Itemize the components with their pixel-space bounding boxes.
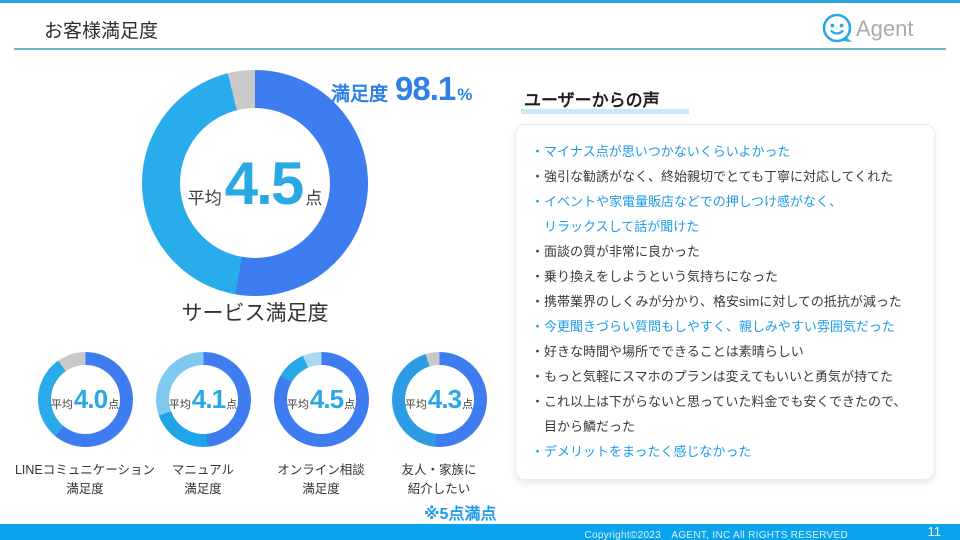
- voices-heading: ユーザーからの声: [524, 91, 660, 110]
- small-chart-label: マニュアル 満足度: [171, 463, 235, 497]
- voice-item: ・好きな時間や場所でできることは素晴らしい: [531, 344, 804, 359]
- small-donut-center-text: 平均 4.3 点: [405, 384, 473, 415]
- voices-list: ・マイナス点が思いつかないくらいよかった・強引な勧誘がなく、終始親切でとても丁寧…: [531, 139, 919, 464]
- main-donut-center-text: 平均 4.5 点: [188, 149, 322, 218]
- voice-item: ・乗り換えをしようという気持ちになった: [531, 269, 779, 284]
- avg-value: 4.5: [309, 384, 344, 414]
- avg-unit: 点: [305, 188, 323, 208]
- header-rule: [14, 48, 946, 50]
- main-donut-hole: 平均 4.5 点: [180, 108, 330, 258]
- avg-value: 4.5: [224, 149, 304, 217]
- avg-unit: 点: [226, 399, 238, 411]
- callout-value: 98.1: [395, 70, 456, 107]
- small-donut-center-text: 平均 4.1 点: [169, 384, 237, 415]
- main-donut-chart: 平均 4.5 点: [142, 70, 368, 296]
- voices-card: ・マイナス点が思いつかないくらいよかった・強引な勧誘がなく、終始親切でとても丁寧…: [515, 124, 935, 480]
- small-donut-hole: 平均 4.0 点: [50, 365, 120, 434]
- voice-item: ・これ以上は下がらないと思っていた料金でも安くできたので、 目から鱗だった: [531, 394, 907, 434]
- satisfaction-callout: 満足度 98.1 %: [331, 70, 472, 108]
- small-donut: 平均 4.1 点: [155, 352, 251, 447]
- voice-item: ・面談の質が非常に良かった: [531, 244, 701, 259]
- footer-bar: Copyright©2023 AGENT, INC All RIGHTS RES…: [0, 524, 960, 540]
- voice-item: ・デメリットをまったく感じなかった: [531, 444, 752, 459]
- avg-prefix: 平均: [50, 399, 73, 411]
- small-donut-center-text: 平均 4.5 点: [287, 384, 355, 415]
- small-donut-hole: 平均 4.1 点: [168, 365, 238, 434]
- avg-prefix: 平均: [286, 399, 309, 411]
- avg-prefix: 平均: [187, 188, 222, 208]
- small-chart: 平均 4.0 点 LINEコミュニケーション 満足度: [15, 352, 155, 500]
- logo-text: Agent: [856, 16, 914, 41]
- small-donut: 平均 4.3 点: [391, 352, 487, 447]
- voice-item: ・マイナス点が思いつかないくらいよかった: [531, 144, 791, 159]
- avg-unit: 点: [108, 399, 120, 411]
- speech-bubble-smiley-icon: [822, 13, 852, 43]
- avg-prefix: 平均: [404, 399, 427, 411]
- small-charts-row: 平均 4.0 点 LINEコミュニケーション 満足度 平均 4.1 点 マニュア…: [15, 352, 506, 500]
- voice-item: ・今更聞きづらい質問もしやすく、親しみやすい雰囲気だった: [531, 319, 895, 334]
- page-title: お客様満足度: [44, 21, 159, 42]
- score-scale-note: ※5点満点: [424, 506, 497, 523]
- voice-item: ・もっと気軽にスマホのプランは変えてもいいと勇気が持てた: [531, 369, 894, 384]
- avg-value: 4.0: [73, 384, 108, 414]
- top-accent-line: [0, 0, 960, 3]
- callout-percent-sign: %: [457, 85, 473, 104]
- small-chart: 平均 4.5 点 オンライン相談 満足度: [262, 352, 380, 500]
- small-donut: 平均 4.5 点: [273, 352, 369, 447]
- small-donut-center-text: 平均 4.0 点: [51, 384, 119, 415]
- voices-heading-underline: [521, 109, 689, 114]
- small-chart: 平均 4.1 点 マニュアル 満足度: [144, 352, 262, 500]
- agent-logo: Agent: [822, 13, 914, 43]
- main-chart-caption: サービス満足度: [181, 302, 329, 325]
- avg-value: 4.1: [191, 384, 226, 414]
- voice-item: ・携帯業界のしくみが分かり、格安simに対しての抵抗が減った: [531, 294, 902, 309]
- voice-item: ・イベントや家電量販店などでの押しつけ感がなく、 リラックスして話が聞けた: [531, 194, 842, 234]
- footer-page-number: 11: [927, 524, 942, 539]
- small-donut-hole: 平均 4.5 点: [286, 365, 356, 434]
- avg-value: 4.3: [427, 384, 462, 414]
- callout-label: 満足度: [331, 84, 389, 105]
- small-chart-label: LINEコミュニケーション 満足度: [14, 463, 156, 497]
- avg-unit: 点: [344, 399, 356, 411]
- small-donut-hole: 平均 4.3 点: [404, 365, 474, 434]
- voice-item: ・強引な勧誘がなく、終始親切でとても丁寧に対応してくれた: [531, 169, 894, 184]
- footer-copyright: Copyright©2023 AGENT, INC All RIGHTS RES…: [584, 530, 848, 540]
- small-chart: 平均 4.3 点 友人・家族に 紹介したい: [380, 352, 498, 500]
- small-donut: 平均 4.0 点: [37, 352, 133, 447]
- small-chart-label: オンライン相談 満足度: [277, 463, 365, 497]
- avg-unit: 点: [462, 399, 474, 411]
- avg-prefix: 平均: [168, 399, 191, 411]
- small-chart-label: 友人・家族に 紹介したい: [401, 463, 477, 497]
